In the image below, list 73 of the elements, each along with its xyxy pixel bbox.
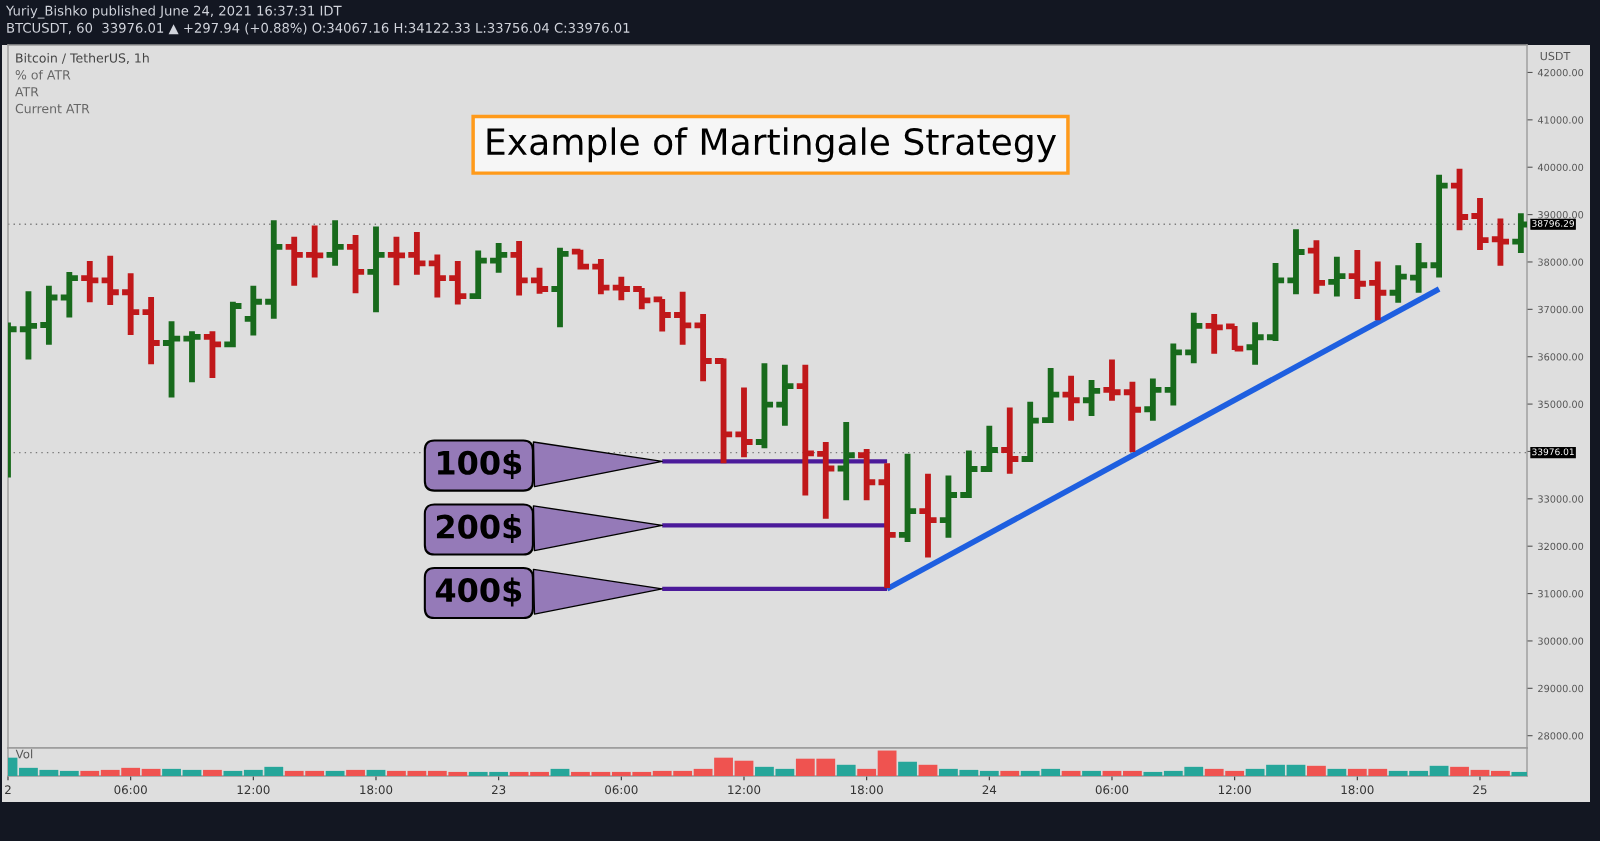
x-tick-label: 23 <box>492 785 506 795</box>
bar <box>203 769 222 776</box>
annotation: ATR <box>15 87 39 97</box>
bar <box>366 769 386 776</box>
bar <box>1082 770 1101 776</box>
x-tick-label: 06:00 <box>605 785 638 795</box>
y-tick-label: 42000.00 <box>1537 68 1584 77</box>
bar <box>1061 770 1081 776</box>
annotation: 100$ <box>438 450 522 480</box>
y-tick-label: 38000.00 <box>1538 258 1584 266</box>
x-tick-label: 06:00 <box>1095 785 1129 795</box>
bar <box>1143 771 1163 776</box>
bar <box>918 764 938 776</box>
bar <box>59 770 79 776</box>
y-tick-label: 35000.00 <box>1538 400 1584 408</box>
bar <box>857 768 877 776</box>
bar <box>1327 768 1347 776</box>
bar <box>223 770 243 776</box>
annotation: 400$ <box>435 577 522 607</box>
y-tick-label: 39000.00 <box>1538 211 1584 219</box>
y-axis-title: USDT <box>1540 51 1571 61</box>
y-tick-label: 30000.00 <box>1538 637 1584 645</box>
text: BTCUSDT, 60 33976.01 ▲ +297.94 (+0.88%) O:34067.16 H:34122.33 L:33756.04 C:33976.01 <box>7 22 630 35</box>
chart-title: Vol <box>15 749 33 759</box>
y-tick-label: 41000.00 <box>1537 116 1584 124</box>
bar <box>1123 770 1142 776</box>
bar <box>1266 764 1285 776</box>
x-tick-label: 06:00 <box>114 785 147 795</box>
y-tick-label: 37000.00 <box>1538 305 1584 314</box>
y-tick-label: 32000.00 <box>1538 542 1584 551</box>
x-tick-label: 2 <box>5 785 11 794</box>
bar <box>1307 765 1326 776</box>
x-tick-label: 18:00 <box>1341 785 1374 795</box>
bar <box>1245 768 1265 776</box>
bar <box>1429 765 1449 776</box>
bar <box>80 770 100 776</box>
annotation: % of ATR <box>15 69 71 80</box>
bar <box>550 768 570 776</box>
annotation: Current ATR <box>15 103 90 114</box>
y-tick-label: 29000.00 <box>1538 684 1584 693</box>
y-tick-label: 36000.00 <box>1538 353 1584 361</box>
bar <box>162 768 181 776</box>
y-tick-label: 40000.00 <box>1537 163 1584 172</box>
bar <box>1000 770 1020 776</box>
bar <box>1450 766 1469 776</box>
bar <box>836 764 856 776</box>
ref-line-label: 33976.01 <box>1532 448 1574 456</box>
ref-line-label: 38796.29 <box>1532 220 1574 227</box>
y-tick-label: 28000.00 <box>1538 732 1584 740</box>
bar <box>734 760 754 776</box>
bar <box>898 761 917 776</box>
x-tick-label: 25 <box>1473 785 1487 795</box>
x-tick-label: 12:00 <box>728 785 761 795</box>
x-tick-label: 24 <box>982 785 997 794</box>
y-tick-label: 33000.00 <box>1538 495 1584 503</box>
bar <box>1286 764 1306 776</box>
x-tick-label: 18:00 <box>360 785 393 795</box>
bar <box>979 770 999 776</box>
bar <box>141 768 161 776</box>
bar <box>1102 770 1122 776</box>
x-tick-label: 18:00 <box>850 785 883 795</box>
x-tick-label: 12:00 <box>1218 785 1251 795</box>
text: Example of Martingale Strategy <box>487 127 1057 163</box>
bar <box>182 769 202 776</box>
bar <box>325 770 345 776</box>
annotation: Bitcoin / TetherUS, 1h <box>16 53 149 64</box>
bar <box>1470 769 1490 776</box>
x-tick-label: 12:00 <box>237 785 270 795</box>
bar <box>877 750 897 776</box>
text: Yuriy_Bishko published June 24, 2021 16:37:31 IDT <box>5 5 342 19</box>
y-tick-label: 31000.00 <box>1538 590 1584 598</box>
bar <box>346 769 365 776</box>
annotation: 200$ <box>436 514 522 544</box>
